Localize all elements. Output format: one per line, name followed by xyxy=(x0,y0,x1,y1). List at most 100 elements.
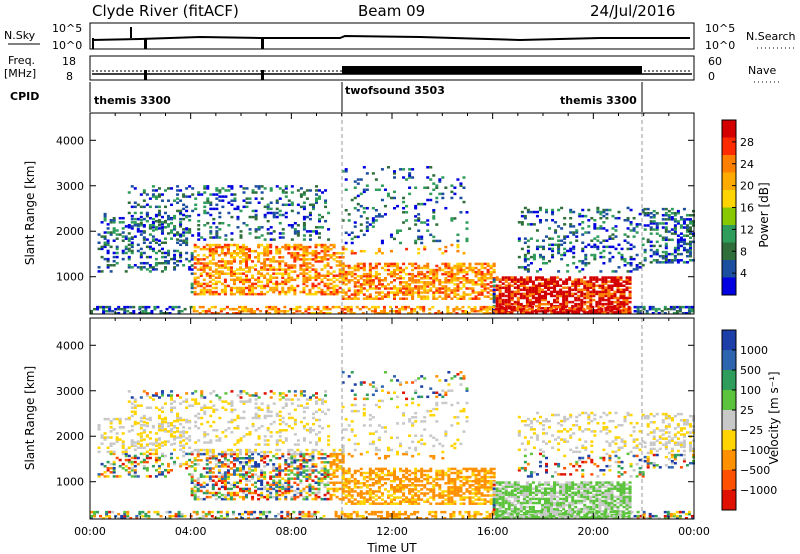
echo-cell xyxy=(302,274,306,277)
echo-cell xyxy=(223,487,227,491)
echo-cell xyxy=(163,259,167,263)
echo-cell xyxy=(537,302,541,306)
echo-cell xyxy=(553,280,557,283)
echo-cell xyxy=(182,228,186,231)
echo-cell xyxy=(127,458,131,462)
echo-cell xyxy=(296,276,300,280)
echo-cell xyxy=(620,257,624,261)
echo-cell xyxy=(545,210,549,214)
echo-cell xyxy=(326,247,330,251)
echo-cell xyxy=(326,258,330,261)
echo-cell xyxy=(332,483,336,487)
echo-cell xyxy=(564,305,568,309)
echo-cell xyxy=(263,251,267,255)
echo-cell xyxy=(574,302,578,306)
echo-cell xyxy=(216,312,220,315)
echo-cell xyxy=(305,469,309,472)
echo-cell xyxy=(344,241,348,245)
echo-cell xyxy=(547,288,551,292)
echo-cell xyxy=(305,465,309,468)
echo-cell xyxy=(179,259,183,263)
echo-cell xyxy=(167,223,171,226)
echo-cell xyxy=(109,245,113,249)
echo-cell xyxy=(580,288,584,292)
echo-cell xyxy=(263,485,267,489)
echo-cell xyxy=(293,228,297,231)
echo-cell xyxy=(133,454,137,458)
echo-cell xyxy=(550,302,554,306)
echo-cell xyxy=(229,270,233,273)
echo-cell xyxy=(275,467,279,470)
echo-cell xyxy=(506,312,510,315)
echo-cell xyxy=(130,249,134,253)
echo-cell xyxy=(254,398,258,401)
echo-cell xyxy=(587,225,591,228)
echo-cell xyxy=(604,288,608,292)
echo-cell xyxy=(290,278,294,282)
echo-cell xyxy=(459,262,463,266)
echo-cell xyxy=(523,266,527,269)
echo-cell xyxy=(232,450,236,454)
echo-cell xyxy=(678,305,682,309)
echo-cell xyxy=(105,305,109,309)
echo-cell xyxy=(317,282,321,286)
echo-cell xyxy=(477,283,481,286)
echo-cell xyxy=(569,231,573,234)
echo-cell xyxy=(190,481,194,485)
echo-cell xyxy=(226,266,230,269)
echo-cell xyxy=(245,471,249,474)
echo-cell xyxy=(329,454,333,458)
echo-cell xyxy=(453,289,457,292)
echo-cell xyxy=(238,473,242,476)
echo-cell xyxy=(317,456,321,460)
echo-cell xyxy=(608,237,612,240)
echo-cell xyxy=(468,297,472,300)
echo-cell xyxy=(229,254,233,257)
echo-cell xyxy=(308,230,312,233)
echo-cell xyxy=(220,245,224,249)
echo-cell xyxy=(423,285,427,288)
echo-cell xyxy=(423,247,427,251)
echo-cell xyxy=(663,307,667,311)
echo-cell xyxy=(349,309,353,313)
echo-cell xyxy=(296,477,300,480)
echo-cell xyxy=(182,264,186,267)
echo-cell xyxy=(245,264,249,267)
echo-cell xyxy=(507,282,511,285)
echo-cell xyxy=(150,312,154,315)
echo-cell xyxy=(190,479,194,482)
echo-cell xyxy=(235,473,239,476)
echo-cell xyxy=(296,232,300,235)
echo-cell xyxy=(251,284,255,288)
echo-cell xyxy=(685,214,689,217)
echo-cell xyxy=(627,305,631,309)
echo-cell xyxy=(133,205,137,209)
echo-cell xyxy=(565,309,569,312)
echo-cell xyxy=(474,270,478,274)
echo-cell xyxy=(591,312,595,315)
echo-cell xyxy=(581,227,585,230)
echo-cell xyxy=(230,390,234,393)
echo-cell xyxy=(287,469,291,472)
echo-cell xyxy=(257,396,261,399)
echo-cell xyxy=(235,448,239,452)
echo-cell xyxy=(148,224,152,227)
echo-cell xyxy=(323,469,327,472)
echo-cell xyxy=(593,243,597,247)
echo-cell xyxy=(571,284,575,287)
echo-cell xyxy=(432,283,436,286)
echo-cell xyxy=(646,207,650,211)
echo-cell xyxy=(664,252,668,256)
echo-cell xyxy=(257,251,261,255)
echo-cell xyxy=(266,290,270,294)
echo-cell xyxy=(323,243,327,247)
echo-cell xyxy=(314,276,318,280)
echo-cell xyxy=(550,286,554,290)
echo-cell xyxy=(211,475,215,478)
echo-cell xyxy=(117,307,121,311)
echo-cell xyxy=(133,406,137,409)
echo-cell xyxy=(308,487,312,491)
echo-cell xyxy=(238,247,242,251)
echo-cell xyxy=(595,304,599,308)
echo-cell xyxy=(550,278,554,281)
